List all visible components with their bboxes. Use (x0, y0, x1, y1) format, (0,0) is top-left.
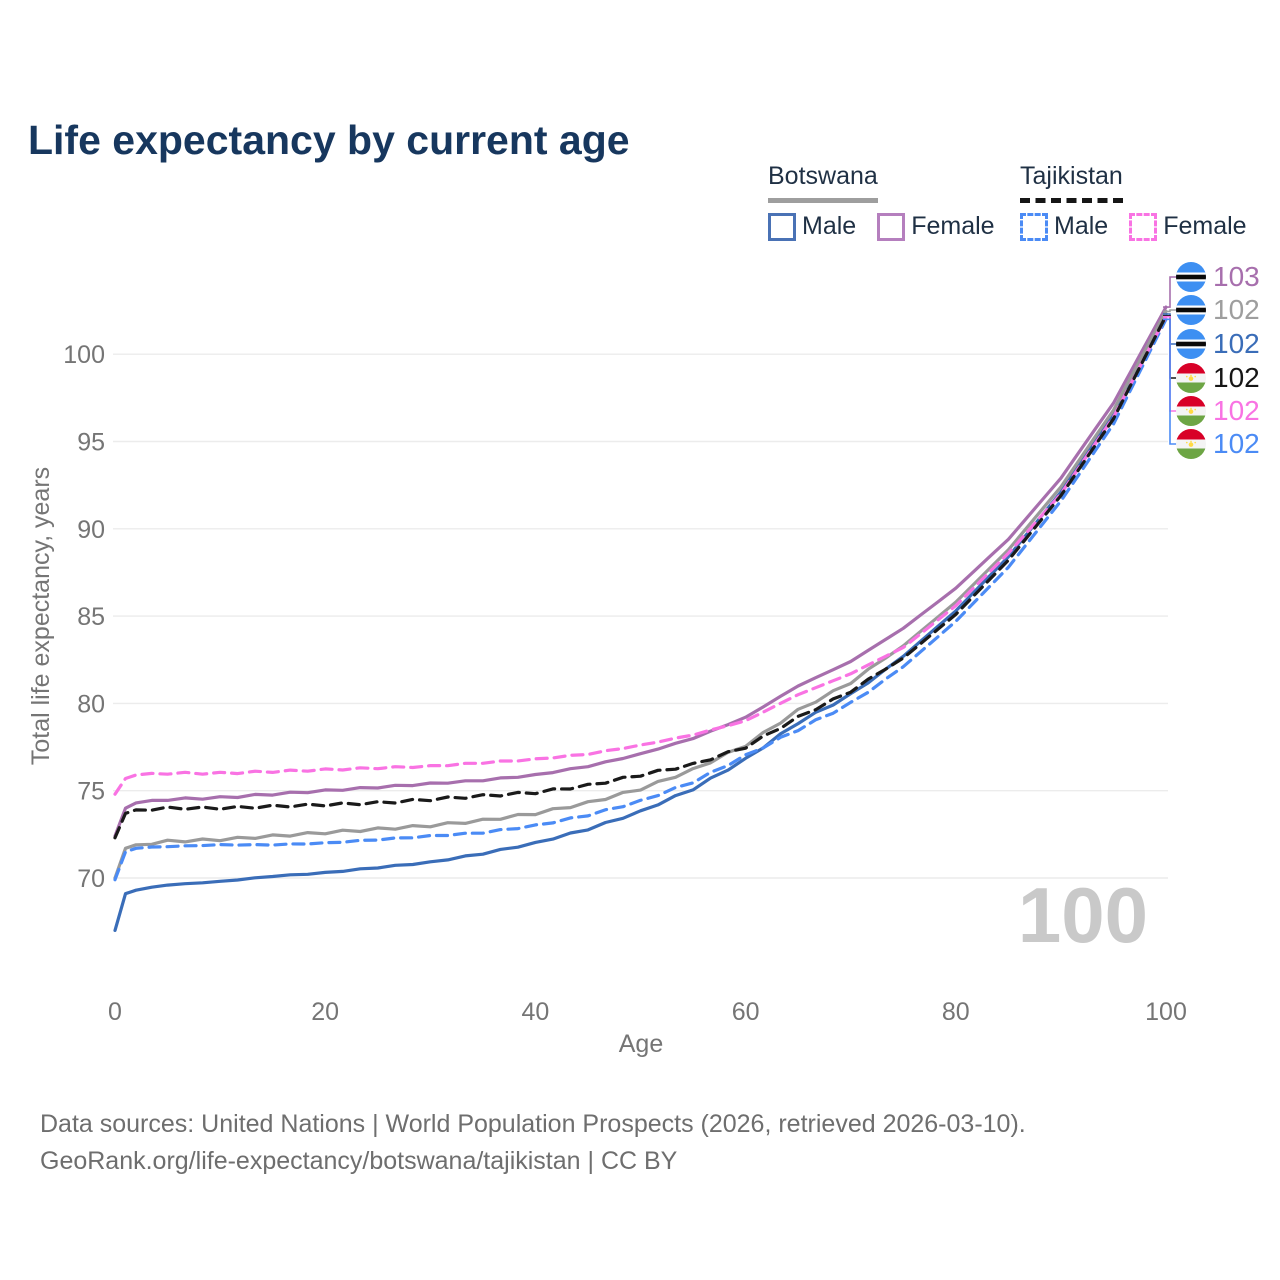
legend-swatch-tajikistan-male-icon[interactable] (1020, 212, 1048, 241)
series-line-botswana-male (113, 312, 1168, 933)
y-tick-label: 90 (77, 516, 105, 544)
y-tick-label: 85 (77, 603, 105, 631)
legend-group-tajikistan: Tajikistan Male Female (1020, 162, 1268, 241)
end-label-row: 102 (1176, 294, 1260, 325)
footer: Data sources: United Nations | World Pop… (40, 1106, 1026, 1180)
legend-swatch-botswana-male-icon[interactable] (768, 212, 796, 241)
x-axis-title: Age (619, 1030, 663, 1058)
legend-country-tajikistan[interactable]: Tajikistan (1020, 162, 1123, 203)
line-chart[interactable]: 70 75 80 85 90 95 100 0 20 40 60 80 100 Age Total life… (0, 0, 1280, 1080)
end-value: 102 (1213, 428, 1260, 459)
age-watermark: 100 (1017, 871, 1148, 959)
end-value: 102 (1213, 395, 1260, 426)
y-tick-label: 70 (77, 865, 105, 893)
legend-label-tajikistan-female[interactable]: Female (1163, 212, 1247, 240)
end-label-row: 102 (1176, 395, 1260, 426)
footer-data-sources: Data sources: United Nations | World Pop… (40, 1110, 1026, 1138)
series-line-botswana-both-sexes (113, 309, 1168, 880)
y-tick-label: 95 (77, 429, 105, 457)
end-value: 102 (1213, 362, 1260, 393)
end-label-connector (1163, 318, 1177, 445)
legend-label-botswana-male[interactable]: Male (802, 212, 857, 240)
botswana-flag-icon (1176, 329, 1206, 359)
y-tick-label: 100 (63, 341, 105, 369)
y-axis-title: Total life expectancy, years (27, 467, 55, 765)
legend-label-botswana-female[interactable]: Female (911, 212, 995, 240)
series-line-botswana-female (113, 305, 1168, 838)
legend-group-botswana: Botswana Male Female (768, 162, 1016, 241)
series-line-tajikistan-female (113, 315, 1168, 796)
x-tick-label: 80 (942, 998, 970, 1026)
x-tick-label: 100 (1145, 998, 1187, 1026)
series-line-tajikistan-both-sexes (113, 314, 1168, 840)
y-tick-label: 80 (77, 690, 105, 718)
y-tick-label: 75 (77, 778, 105, 806)
page-title: Life expectancy by current age (28, 117, 630, 164)
legend-swatch-tajikistan-female-icon[interactable] (1129, 212, 1158, 241)
footer-attribution: GeoRank.org/life-expectancy/botswana/taj… (40, 1147, 678, 1175)
end-label-row: 102 (1176, 328, 1260, 359)
end-value: 103 (1213, 261, 1260, 292)
end-label-connector (1163, 276, 1177, 308)
end-label-row: 102 (1176, 362, 1260, 393)
end-value: 102 (1213, 328, 1260, 359)
botswana-flag-icon (1176, 262, 1206, 292)
x-tick-label: 0 (108, 998, 122, 1026)
tajikistan-flag-icon (1176, 396, 1206, 426)
legend-label-tajikistan-male[interactable]: Male (1054, 212, 1109, 240)
series-line-tajikistan-male (113, 317, 1168, 882)
end-value: 102 (1213, 294, 1260, 325)
legend-swatch-botswana-female-icon[interactable] (877, 212, 906, 241)
end-label-connector (1163, 309, 1177, 313)
x-tick-label: 40 (521, 998, 549, 1026)
botswana-flag-icon (1176, 295, 1206, 325)
x-tick-label: 60 (732, 998, 760, 1026)
legend-country-botswana[interactable]: Botswana (768, 162, 878, 203)
x-tick-label: 20 (311, 998, 339, 1026)
tajikistan-flag-icon (1176, 429, 1206, 459)
end-label-row: 102 (1176, 428, 1260, 459)
end-label-row: 103 (1176, 261, 1260, 292)
tajikistan-flag-icon (1176, 363, 1206, 393)
